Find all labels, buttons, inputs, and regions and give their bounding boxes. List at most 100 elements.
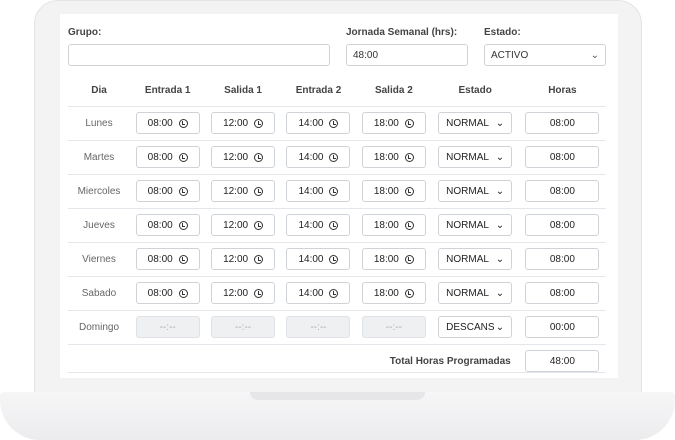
clock-icon[interactable] (329, 118, 339, 128)
entrada-2-time-input[interactable]: 14:00 (286, 248, 351, 270)
estado-dropdown[interactable]: NORMAL ⌄ (438, 112, 513, 134)
clock-icon[interactable] (254, 118, 264, 128)
clock-icon[interactable] (329, 152, 339, 162)
entrada-1-value: 08:00 (147, 287, 173, 299)
entrada-2-value: 14:00 (298, 219, 324, 231)
chevron-down-icon: ⌄ (495, 185, 505, 197)
estado-dropdown[interactable]: NORMAL ⌄ (438, 146, 513, 168)
salida-1-time-input[interactable]: 12:00 (211, 282, 276, 304)
chevron-down-icon: ⌄ (495, 151, 505, 163)
salida-1-value: 12:00 (223, 151, 249, 163)
estado-dropdown[interactable]: NORMAL ⌄ (438, 214, 513, 236)
clock-icon[interactable] (254, 186, 264, 196)
clock-icon[interactable] (254, 288, 264, 298)
horas-input[interactable]: 08:00 (525, 282, 600, 304)
header-horas: Horas (548, 85, 577, 97)
clock-icon[interactable] (329, 288, 339, 298)
entrada-1-time-input[interactable]: 08:00 (135, 146, 200, 168)
salida-2-time-input[interactable]: 18:00 (361, 146, 426, 168)
total-hours-field[interactable]: 48:00 (525, 350, 600, 373)
estado-dropdown-value: DESCANS (446, 321, 495, 333)
salida-2-time-input[interactable]: 18:00 (361, 112, 426, 134)
clock-icon[interactable] (254, 254, 264, 264)
clock-icon[interactable] (404, 288, 414, 298)
salida-1-time-input[interactable]: 12:00 (211, 180, 276, 202)
estado-dropdown[interactable]: DESCANS ⌄ (438, 316, 513, 338)
estado-dropdown[interactable]: NORMAL ⌄ (438, 282, 513, 304)
salida-2-time-input[interactable]: 18:00 (361, 180, 426, 202)
entrada-1-time-input[interactable]: 08:00 (135, 180, 200, 202)
entrada-1-time-input[interactable]: 08:00 (135, 214, 200, 236)
salida-2-time-input[interactable]: 18:00 (361, 214, 426, 236)
clock-icon[interactable] (329, 220, 339, 230)
horas-input[interactable]: 08:00 (525, 180, 600, 202)
entrada-1-time-input[interactable]: 08:00 (135, 248, 200, 270)
table-row: Miercoles 08:00 12:00 14:00 18:00 NORMAL ⌄ 08:0… (68, 173, 606, 208)
entrada-1-value: 08:00 (147, 185, 173, 197)
chevron-down-icon: ⌄ (495, 253, 505, 265)
clock-icon[interactable] (404, 186, 414, 196)
jornada-input[interactable]: 48:00 (346, 44, 468, 66)
estado-dropdown[interactable]: NORMAL ⌄ (438, 180, 513, 202)
estado-dropdown[interactable]: NORMAL ⌄ (438, 248, 513, 270)
chevron-down-icon: ⌄ (495, 219, 505, 231)
horas-input[interactable]: 08:00 (525, 146, 600, 168)
salida-2-value: 18:00 (373, 253, 399, 265)
horas-input[interactable]: 00:00 (525, 316, 600, 338)
chevron-down-icon: ⌄ (495, 287, 505, 299)
clock-icon[interactable] (254, 152, 264, 162)
salida-2-value: 18:00 (373, 117, 399, 129)
clock-icon[interactable] (178, 152, 188, 162)
clock-icon[interactable] (404, 152, 414, 162)
clock-icon[interactable] (329, 254, 339, 264)
salida-1-cell: 12:00 (205, 105, 281, 140)
estado-cell: NORMAL ⌄ (431, 173, 519, 208)
salida-1-time-input[interactable]: 12:00 (211, 248, 276, 270)
entrada-1-time-input[interactable]: 08:00 (135, 282, 200, 304)
entrada-2-time-input[interactable]: 14:00 (286, 282, 351, 304)
clock-icon[interactable] (404, 118, 414, 128)
entrada-1-time-input[interactable]: 08:00 (135, 112, 200, 134)
salida-1-value: 12:00 (223, 253, 249, 265)
header-salida-1: Salida 1 (224, 85, 262, 97)
day-label: Miercoles (68, 173, 130, 208)
salida-1-time-input[interactable]: 12:00 (211, 214, 276, 236)
salida-1-time-input[interactable]: 12:00 (211, 146, 276, 168)
horas-input[interactable]: 08:00 (525, 248, 600, 270)
salida-2-cell: 18:00 (356, 207, 432, 242)
salida-1-value: 12:00 (223, 287, 249, 299)
clock-icon[interactable] (178, 220, 188, 230)
clock-icon[interactable] (178, 288, 188, 298)
clock-icon[interactable] (178, 254, 188, 264)
horas-input[interactable]: 08:00 (525, 214, 600, 236)
entrada-2-time-input[interactable]: 14:00 (286, 180, 351, 202)
estado-dropdown-value: NORMAL (446, 151, 489, 163)
grupo-label: Grupo: (68, 27, 102, 38)
entrada-2-time-input[interactable]: 14:00 (286, 112, 351, 134)
header-entrada-2: Entrada 2 (295, 85, 342, 97)
entrada-2-time-input[interactable]: 14:00 (286, 146, 351, 168)
salida-2-time-input: --:-- (361, 316, 426, 338)
salida-2-time-input[interactable]: 18:00 (361, 282, 426, 304)
salida-1-cell: --:-- (205, 309, 281, 344)
clock-icon[interactable] (329, 186, 339, 196)
estado-select[interactable]: ACTIVO ⌄ (484, 44, 606, 66)
salida-2-time-input[interactable]: 18:00 (361, 248, 426, 270)
schedule-table: Dia Entrada 1 Salida 1 Entrada 2 Salida … (68, 76, 606, 378)
clock-icon[interactable] (178, 118, 188, 128)
estado-cell: DESCANS ⌄ (431, 309, 519, 344)
grupo-input[interactable] (68, 44, 330, 66)
clock-icon[interactable] (254, 220, 264, 230)
divider (68, 372, 606, 373)
clock-icon[interactable] (404, 220, 414, 230)
entrada-2-cell: 14:00 (280, 173, 357, 208)
entrada-2-value: 14:00 (298, 185, 324, 197)
entrada-2-time-input[interactable]: 14:00 (286, 214, 351, 236)
clock-icon[interactable] (404, 254, 414, 264)
table-row: Viernes 08:00 12:00 14:00 18:00 NORMAL ⌄ 08:00 (68, 241, 606, 276)
salida-1-time-input[interactable]: 12:00 (211, 112, 276, 134)
entrada-2-cell: 14:00 (280, 207, 357, 242)
horas-input[interactable]: 08:00 (525, 112, 600, 134)
entrada-1-cell: 08:00 (130, 173, 206, 208)
clock-icon[interactable] (178, 186, 188, 196)
